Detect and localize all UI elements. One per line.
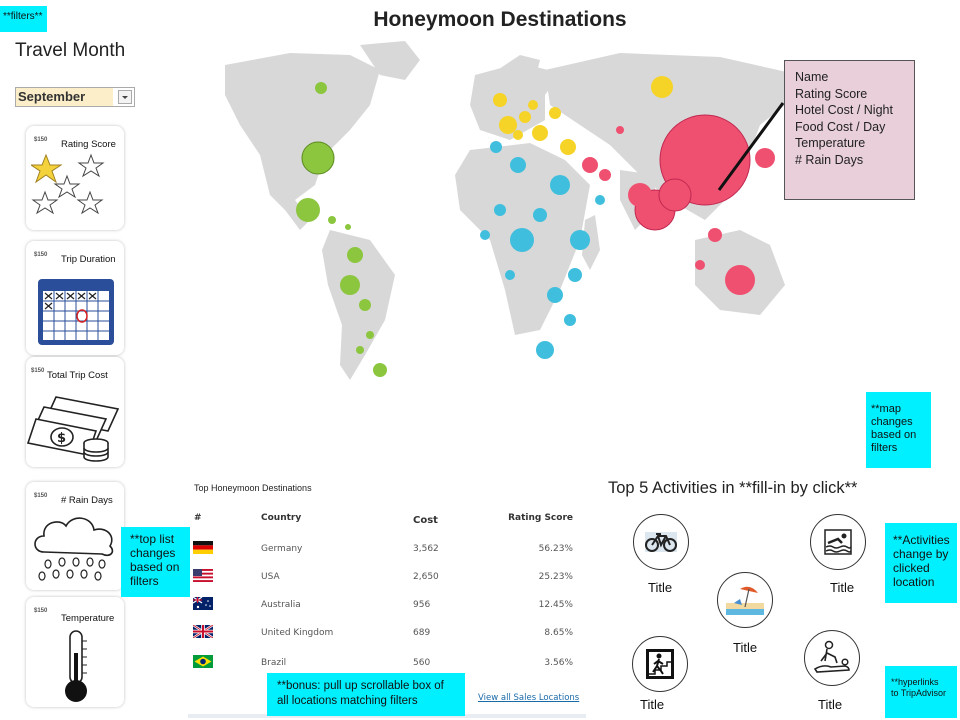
- filters-note: **filters**: [0, 6, 47, 32]
- view-all-link[interactable]: View all Sales Locations: [478, 693, 580, 703]
- activity-swimming-button[interactable]: [810, 514, 866, 570]
- cost-cell: 956: [413, 600, 431, 610]
- travel-month-value: September: [16, 88, 113, 106]
- price-tag: $150: [34, 137, 48, 143]
- thermometer-icon: [65, 630, 87, 702]
- australia-flag-icon: [193, 597, 213, 610]
- price-tag: $150: [34, 608, 48, 614]
- map-tooltip: Name Rating Score Hotel Cost / Night Foo…: [784, 60, 915, 200]
- rain-days-label: # Rain Days: [61, 495, 113, 506]
- rating-score-filter-card[interactable]: $150 Rating Score: [26, 126, 124, 230]
- table-row[interactable]: Germany 3,562 56.23%: [193, 536, 583, 564]
- activity-massage-button[interactable]: [804, 630, 860, 686]
- bicycle-icon: [645, 532, 677, 552]
- tooltip-line: Rating Score: [795, 86, 868, 101]
- tooltip-line: Name: [795, 70, 829, 84]
- activity-title[interactable]: Title: [733, 640, 758, 655]
- brazil-flag-icon: [193, 655, 213, 668]
- cost-column-header: Cost: [413, 515, 438, 526]
- massage-icon: [813, 640, 850, 673]
- activity-title[interactable]: Title: [648, 580, 673, 595]
- country-column-header: Country: [261, 513, 302, 523]
- beach-icon: [726, 586, 764, 615]
- activities-note: **Activities change by clicked location: [885, 523, 957, 603]
- world-map[interactable]: [200, 35, 840, 455]
- activity-bicycle-button[interactable]: [633, 514, 689, 570]
- calendar-icon: [38, 279, 114, 345]
- activity-beach-button[interactable]: [717, 572, 773, 628]
- stars-icon: [31, 153, 105, 215]
- country-cell: Brazil: [261, 658, 287, 668]
- travel-month-label: Travel Month: [15, 40, 126, 61]
- country-cell: Germany: [261, 544, 303, 554]
- tooltip-line: Food Cost / Day: [795, 119, 886, 134]
- country-cell: USA: [261, 572, 280, 582]
- rating-cell: 56.23%: [538, 544, 573, 554]
- germany-flag-icon: [193, 541, 213, 554]
- activity-title[interactable]: Title: [818, 697, 843, 712]
- table-row[interactable]: United Kingdom 689 8.65%: [193, 620, 583, 648]
- rating-column-header: Rating Score: [508, 513, 573, 523]
- price-tag: $150: [31, 368, 45, 374]
- country-cell: United Kingdom: [261, 628, 334, 638]
- temperature-filter-card[interactable]: $150 Temperature: [26, 597, 124, 707]
- chevron-down-icon[interactable]: [118, 90, 132, 104]
- cost-cell: 3,562: [413, 544, 439, 554]
- price-tag: $150: [34, 252, 48, 258]
- top-list-note: **top list changes based on filters: [121, 527, 190, 597]
- tooltip-line: # Rain Days: [795, 152, 864, 167]
- activity-title[interactable]: Title: [640, 697, 665, 712]
- page-title: Honeymoon Destinations: [373, 8, 627, 31]
- cost-cell: 560: [413, 658, 431, 668]
- map-bubbles: [296, 76, 775, 377]
- rating-cell: 25.23%: [538, 572, 573, 582]
- rating-cell: 12.45%: [538, 600, 573, 610]
- table-row[interactable]: Australia 956 12.45%: [193, 592, 583, 620]
- trip-duration-filter-card[interactable]: $150 Trip Duration: [26, 241, 124, 355]
- price-tag: $150: [34, 493, 48, 499]
- hyperlinks-note: **hyperlinks to TripAdvisor: [885, 666, 957, 718]
- total-trip-cost-label: Total Trip Cost: [47, 370, 108, 381]
- top-list-header: # Country Cost Rating Score: [193, 513, 583, 527]
- table-row[interactable]: Brazil 560 3.56%: [193, 650, 583, 678]
- country-cell: Australia: [261, 600, 301, 610]
- rain-cloud-icon: [34, 517, 114, 581]
- table-row[interactable]: USA 2,650 25.23%: [193, 564, 583, 592]
- trip-duration-label: Trip Duration: [61, 254, 116, 265]
- temperature-label: Temperature: [61, 613, 115, 624]
- uk-flag-icon: [193, 625, 213, 638]
- cost-cell: 689: [413, 628, 431, 638]
- tooltip-line: Hotel Cost / Night: [795, 103, 893, 117]
- total-trip-cost-filter-card[interactable]: $150 Total Trip Cost $: [26, 357, 124, 467]
- cost-cell: 2,650: [413, 572, 439, 582]
- usa-flag-icon: [193, 569, 213, 582]
- swimming-icon: [824, 529, 852, 555]
- svg-text:$: $: [57, 431, 66, 446]
- activity-hiking-button[interactable]: [632, 636, 688, 692]
- hiking-icon: [646, 649, 674, 679]
- top-list-title: Top Honeymoon Destinations: [194, 483, 312, 493]
- activity-title[interactable]: Title: [830, 580, 855, 595]
- rain-days-filter-card[interactable]: $150 # Rain Days: [26, 482, 124, 590]
- rank-column-header: #: [194, 513, 202, 523]
- rating-cell: 3.56%: [544, 658, 573, 668]
- travel-month-select[interactable]: September: [15, 87, 135, 107]
- money-icon: $: [26, 396, 120, 462]
- activities-title: Top 5 Activities in **fill-in by click**: [608, 479, 858, 497]
- rating-score-label: Rating Score: [61, 139, 116, 150]
- tooltip-pointer: [717, 102, 785, 191]
- top-list-bottom-border: [188, 714, 586, 718]
- tooltip-line: Temperature: [795, 136, 866, 150]
- map-note: **map changes based on filters: [866, 392, 931, 468]
- bonus-note: **bonus: pull up scrollable box of all l…: [267, 673, 465, 716]
- rating-cell: 8.65%: [544, 628, 573, 638]
